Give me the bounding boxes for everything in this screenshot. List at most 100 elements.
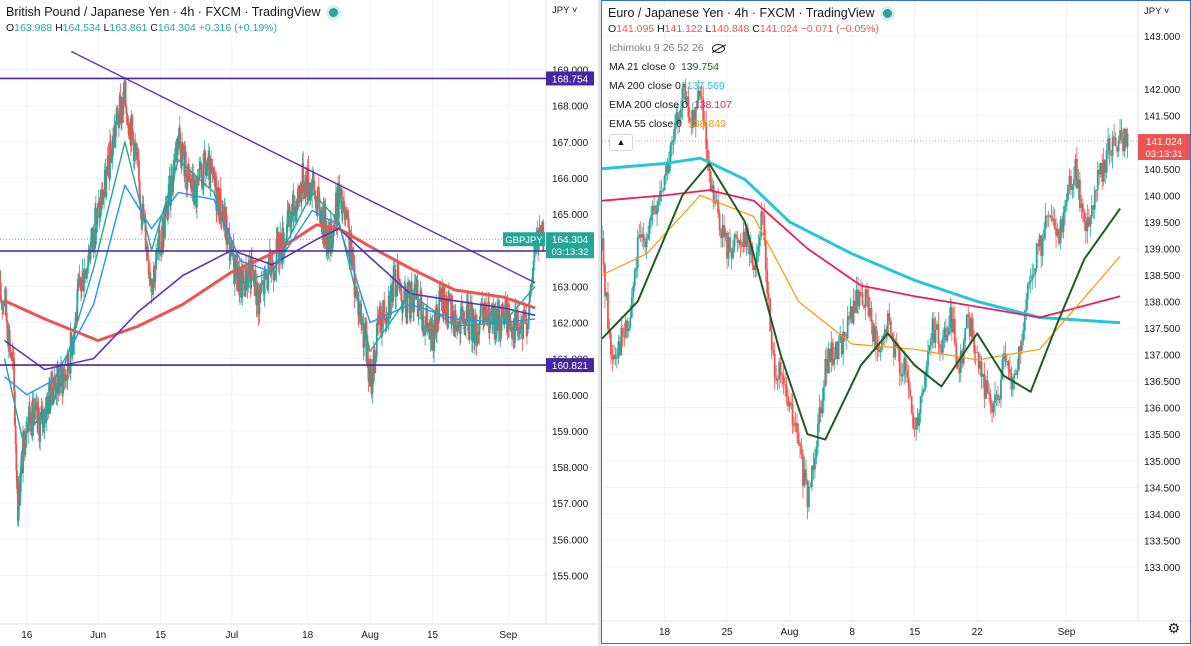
candle-body	[451, 304, 454, 311]
candle-body	[1119, 130, 1121, 141]
gbpjpy-close: 164.304	[157, 22, 196, 34]
candle-body	[723, 224, 725, 237]
candle-body	[354, 295, 357, 297]
candle-body	[119, 95, 122, 101]
candle-body	[387, 319, 389, 321]
candle-body	[472, 309, 475, 316]
candle-body	[1044, 216, 1047, 230]
y-tick-label: 138.500	[1144, 271, 1181, 282]
candle-body	[489, 313, 492, 316]
candle-body	[282, 227, 285, 257]
candle-body	[1061, 219, 1063, 233]
last-price-tag	[546, 232, 594, 259]
candle-body	[693, 110, 696, 128]
candle-body	[408, 282, 411, 313]
candle-body	[1105, 150, 1108, 173]
candle-body	[93, 248, 96, 250]
candle-body	[724, 232, 727, 237]
candle-body	[950, 307, 953, 333]
x-tick-label: 18	[659, 627, 671, 638]
candle-body	[187, 164, 190, 170]
collapse-legend-button[interactable]: ▲	[609, 134, 633, 151]
candle-body	[1009, 368, 1011, 373]
candle-body	[275, 238, 278, 271]
candle-body	[154, 269, 157, 283]
candle-body	[479, 304, 482, 318]
candle-body	[656, 204, 658, 215]
candle-body	[115, 108, 118, 123]
legend-ma21[interactable]: MA 21 close 0 139.754	[609, 61, 719, 73]
candle-body	[374, 354, 377, 374]
candle-body	[794, 422, 797, 427]
candle-body	[997, 394, 999, 401]
candle-body	[833, 358, 836, 365]
candle-body	[328, 226, 331, 231]
candle-body	[430, 320, 432, 330]
candle-body	[505, 299, 507, 312]
candle-body	[22, 431, 24, 474]
candle-body	[700, 96, 703, 99]
x-tick-label: 15	[427, 630, 439, 641]
candle-body	[184, 152, 187, 176]
y-tick-label: 133.000	[1144, 563, 1181, 574]
candle-body	[491, 305, 494, 325]
candle-body	[1032, 274, 1035, 276]
candle-body	[611, 355, 614, 360]
candle-body	[880, 338, 883, 350]
candle-body	[909, 389, 912, 397]
candle-body	[394, 269, 397, 297]
candle-body	[1056, 229, 1059, 236]
candle-body	[67, 353, 70, 368]
candle-body	[46, 396, 49, 400]
candle-body	[677, 112, 679, 125]
legend-ema55-value: 138.849	[687, 118, 726, 130]
candle-body	[1064, 205, 1066, 213]
candle-body	[86, 268, 88, 279]
candle-body	[749, 245, 752, 255]
legend-ema200[interactable]: EMA 200 close 0 138.107	[609, 99, 732, 111]
candle-body	[222, 211, 224, 217]
candle-body	[1034, 268, 1037, 275]
legend-ema55[interactable]: EMA 55 close 0 138.849	[609, 118, 726, 130]
candle-body	[953, 319, 956, 344]
candle-body	[138, 180, 141, 202]
candle-body	[758, 236, 761, 247]
candle-body	[13, 358, 16, 392]
candle-body	[741, 245, 743, 247]
candle-body	[204, 150, 207, 163]
candle-body	[242, 267, 244, 282]
candle-body	[522, 312, 525, 339]
candle-body	[1107, 138, 1110, 151]
candle-body	[320, 210, 323, 233]
candle-body	[19, 466, 22, 492]
candle-body	[424, 332, 426, 334]
candle-body	[33, 419, 36, 426]
candle-body	[910, 396, 913, 413]
candle-body	[316, 200, 319, 216]
candle-body	[685, 96, 688, 101]
candle-body	[624, 320, 627, 338]
pane-divider[interactable]	[598, 0, 601, 646]
candle-body	[73, 327, 76, 344]
candle-body	[438, 291, 441, 321]
gbpjpy-chart-pane[interactable]: 169.000168.000167.000166.000165.000164.0…	[0, 0, 598, 646]
candle-body	[1126, 133, 1129, 147]
candle-body	[503, 311, 506, 325]
hidden-eye-icon[interactable]	[711, 43, 725, 53]
candle-body	[672, 139, 675, 142]
candle-body	[775, 377, 778, 381]
candle-body	[186, 179, 189, 190]
legend-ichimoku[interactable]: Ichimoku 9 26 52 26	[609, 42, 725, 54]
legend-ma200[interactable]: MA 200 close 0 137.569	[609, 80, 725, 92]
eurjpy-chart-pane[interactable]: 143.000 142.000 141.500 140.500 140.000 139.5…	[601, 0, 1191, 644]
candle-body	[1043, 229, 1046, 239]
candle-body	[302, 163, 305, 194]
candle-body	[1028, 281, 1031, 285]
gbpjpy-chart[interactable]: 169.000168.000167.000166.000165.000164.0…	[0, 0, 598, 646]
candle-body	[901, 375, 904, 377]
eurjpy-chart[interactable]: 143.000 142.000 141.500 140.500 140.000 139.5…	[602, 1, 1190, 643]
settings-gear-icon[interactable]: ⚙	[1167, 620, 1180, 636]
candle-body	[269, 250, 272, 276]
candle-body	[426, 307, 429, 331]
y-tick-label: 166.000	[552, 174, 589, 185]
